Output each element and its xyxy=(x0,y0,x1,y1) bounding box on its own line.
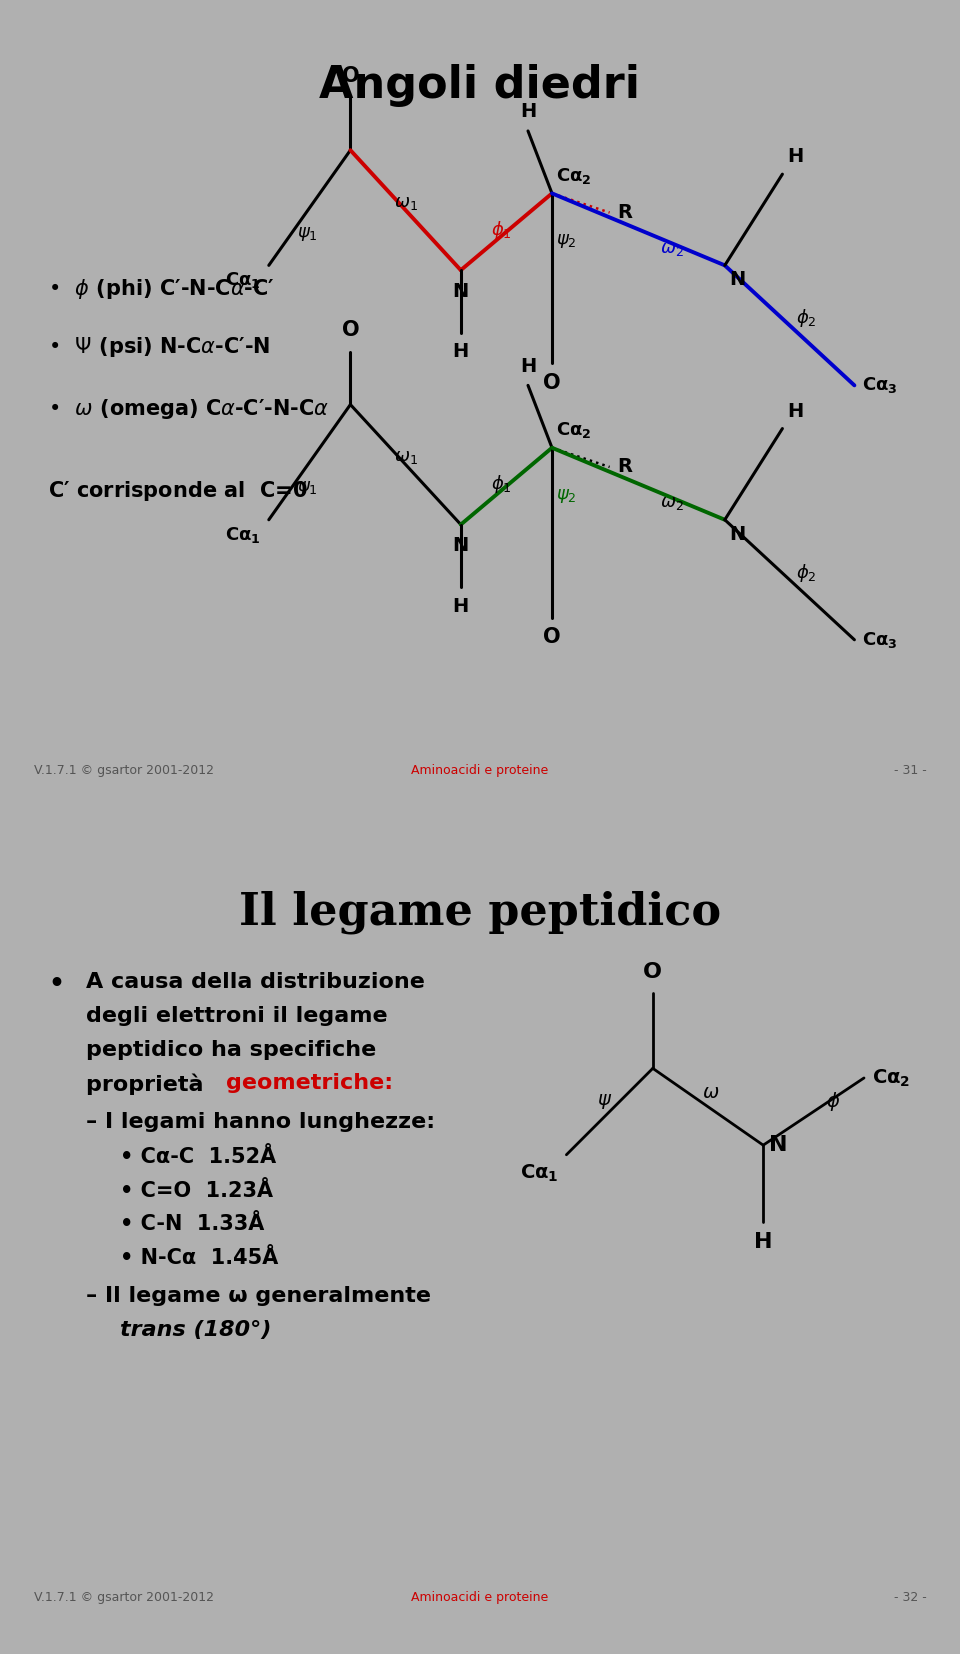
Text: $\psi_1$: $\psi_1$ xyxy=(297,225,318,243)
Text: C$\mathregular{\alpha_2}$: C$\mathregular{\alpha_2}$ xyxy=(556,420,591,440)
Text: Angoli diedri: Angoli diedri xyxy=(320,65,640,108)
Text: – Il legame ω generalmente: – Il legame ω generalmente xyxy=(86,1287,431,1307)
Text: H: H xyxy=(754,1232,773,1252)
Text: $\omega_1$: $\omega_1$ xyxy=(395,448,418,466)
Text: C$\mathregular{\alpha_1}$: C$\mathregular{\alpha_1}$ xyxy=(520,1163,559,1184)
Text: trans (180°): trans (180°) xyxy=(120,1320,272,1340)
Text: •  $\omega$ (omega) C$\alpha$-C$\mathregular{\prime}$-N-C$\alpha$: • $\omega$ (omega) C$\alpha$-C$\mathregu… xyxy=(48,397,329,422)
Text: geometriche:: geometriche: xyxy=(226,1073,393,1093)
Text: N: N xyxy=(453,536,468,556)
Text: $\phi_1$: $\phi_1$ xyxy=(491,473,512,495)
Text: • N-Cα  1.45Å: • N-Cα 1.45Å xyxy=(120,1247,278,1269)
Text: H: H xyxy=(787,147,804,167)
Text: H: H xyxy=(453,342,468,361)
Text: O: O xyxy=(543,627,561,647)
Text: N: N xyxy=(730,524,746,544)
Text: H: H xyxy=(520,357,536,375)
Text: •: • xyxy=(48,973,64,996)
Text: $\psi$: $\psi$ xyxy=(597,1092,612,1111)
Text: C$\mathregular{\alpha_3}$: C$\mathregular{\alpha_3}$ xyxy=(862,375,898,395)
Text: $\psi_2$: $\psi_2$ xyxy=(556,232,577,250)
Text: C$\mathregular{\prime}$ corrisponde al  C=0: C$\mathregular{\prime}$ corrisponde al C… xyxy=(48,480,307,503)
Text: H: H xyxy=(787,402,804,420)
Text: C$\mathregular{\alpha_3}$: C$\mathregular{\alpha_3}$ xyxy=(862,630,898,650)
Text: $\omega_2$: $\omega_2$ xyxy=(660,240,684,258)
Text: R: R xyxy=(617,458,633,476)
Text: C$\mathregular{\alpha_2}$: C$\mathregular{\alpha_2}$ xyxy=(556,165,591,185)
Text: N: N xyxy=(730,270,746,289)
Text: Aminoacidi e proteine: Aminoacidi e proteine xyxy=(412,764,548,777)
Text: C$\mathregular{\alpha_1}$: C$\mathregular{\alpha_1}$ xyxy=(226,270,261,289)
Text: $\psi_2$: $\psi_2$ xyxy=(556,486,577,504)
Text: V.1.7.1 © gsartor 2001-2012: V.1.7.1 © gsartor 2001-2012 xyxy=(34,764,213,777)
Text: $\psi_1$: $\psi_1$ xyxy=(297,480,318,498)
Text: $\omega_1$: $\omega_1$ xyxy=(395,194,418,212)
Text: • C-N  1.33Å: • C-N 1.33Å xyxy=(120,1214,264,1234)
Text: A causa della distribuzione: A causa della distribuzione xyxy=(86,973,425,992)
Text: degli elettroni il legame: degli elettroni il legame xyxy=(86,1006,388,1025)
Text: - 32 -: - 32 - xyxy=(894,1591,926,1604)
Text: O: O xyxy=(342,321,359,341)
Text: • C=O  1.23Å: • C=O 1.23Å xyxy=(120,1181,273,1201)
Text: O: O xyxy=(543,372,561,394)
Text: $\omega$: $\omega$ xyxy=(702,1083,719,1102)
Text: H: H xyxy=(453,597,468,615)
Text: – I legami hanno lunghezze:: – I legami hanno lunghezze: xyxy=(86,1111,436,1131)
Text: peptidico ha specifiche: peptidico ha specifiche xyxy=(86,1040,376,1060)
Text: C$\mathregular{\alpha_1}$: C$\mathregular{\alpha_1}$ xyxy=(226,524,261,544)
Text: Aminoacidi e proteine: Aminoacidi e proteine xyxy=(412,1591,548,1604)
Text: •  $\Psi$ (psi) N-C$\alpha$-C$\mathregular{\prime}$-N: • $\Psi$ (psi) N-C$\alpha$-C$\mathregula… xyxy=(48,336,271,359)
Text: $\phi_2$: $\phi_2$ xyxy=(796,308,817,329)
Text: O: O xyxy=(342,66,359,86)
Text: H: H xyxy=(520,103,536,121)
Text: N: N xyxy=(769,1135,787,1154)
Text: R: R xyxy=(617,203,633,222)
Text: - 31 -: - 31 - xyxy=(894,764,926,777)
Text: $\phi_1$: $\phi_1$ xyxy=(491,218,512,241)
Text: O: O xyxy=(643,963,662,982)
Text: $\phi$: $\phi$ xyxy=(827,1090,840,1113)
Text: • Cα-C  1.52Å: • Cα-C 1.52Å xyxy=(120,1148,276,1168)
Text: C$\mathregular{\alpha_2}$: C$\mathregular{\alpha_2}$ xyxy=(872,1067,910,1088)
Text: V.1.7.1 © gsartor 2001-2012: V.1.7.1 © gsartor 2001-2012 xyxy=(34,1591,213,1604)
Text: $\omega_2$: $\omega_2$ xyxy=(660,495,684,513)
Text: $\phi_2$: $\phi_2$ xyxy=(796,562,817,584)
Text: Il legame peptidico: Il legame peptidico xyxy=(239,892,721,935)
Text: proprietà: proprietà xyxy=(86,1073,211,1095)
Text: •  $\phi$ (phi) C$\mathregular{\prime}$-N-C$\alpha$-C$\mathregular{\prime}$: • $\phi$ (phi) C$\mathregular{\prime}$-N… xyxy=(48,278,275,301)
Text: N: N xyxy=(453,281,468,301)
